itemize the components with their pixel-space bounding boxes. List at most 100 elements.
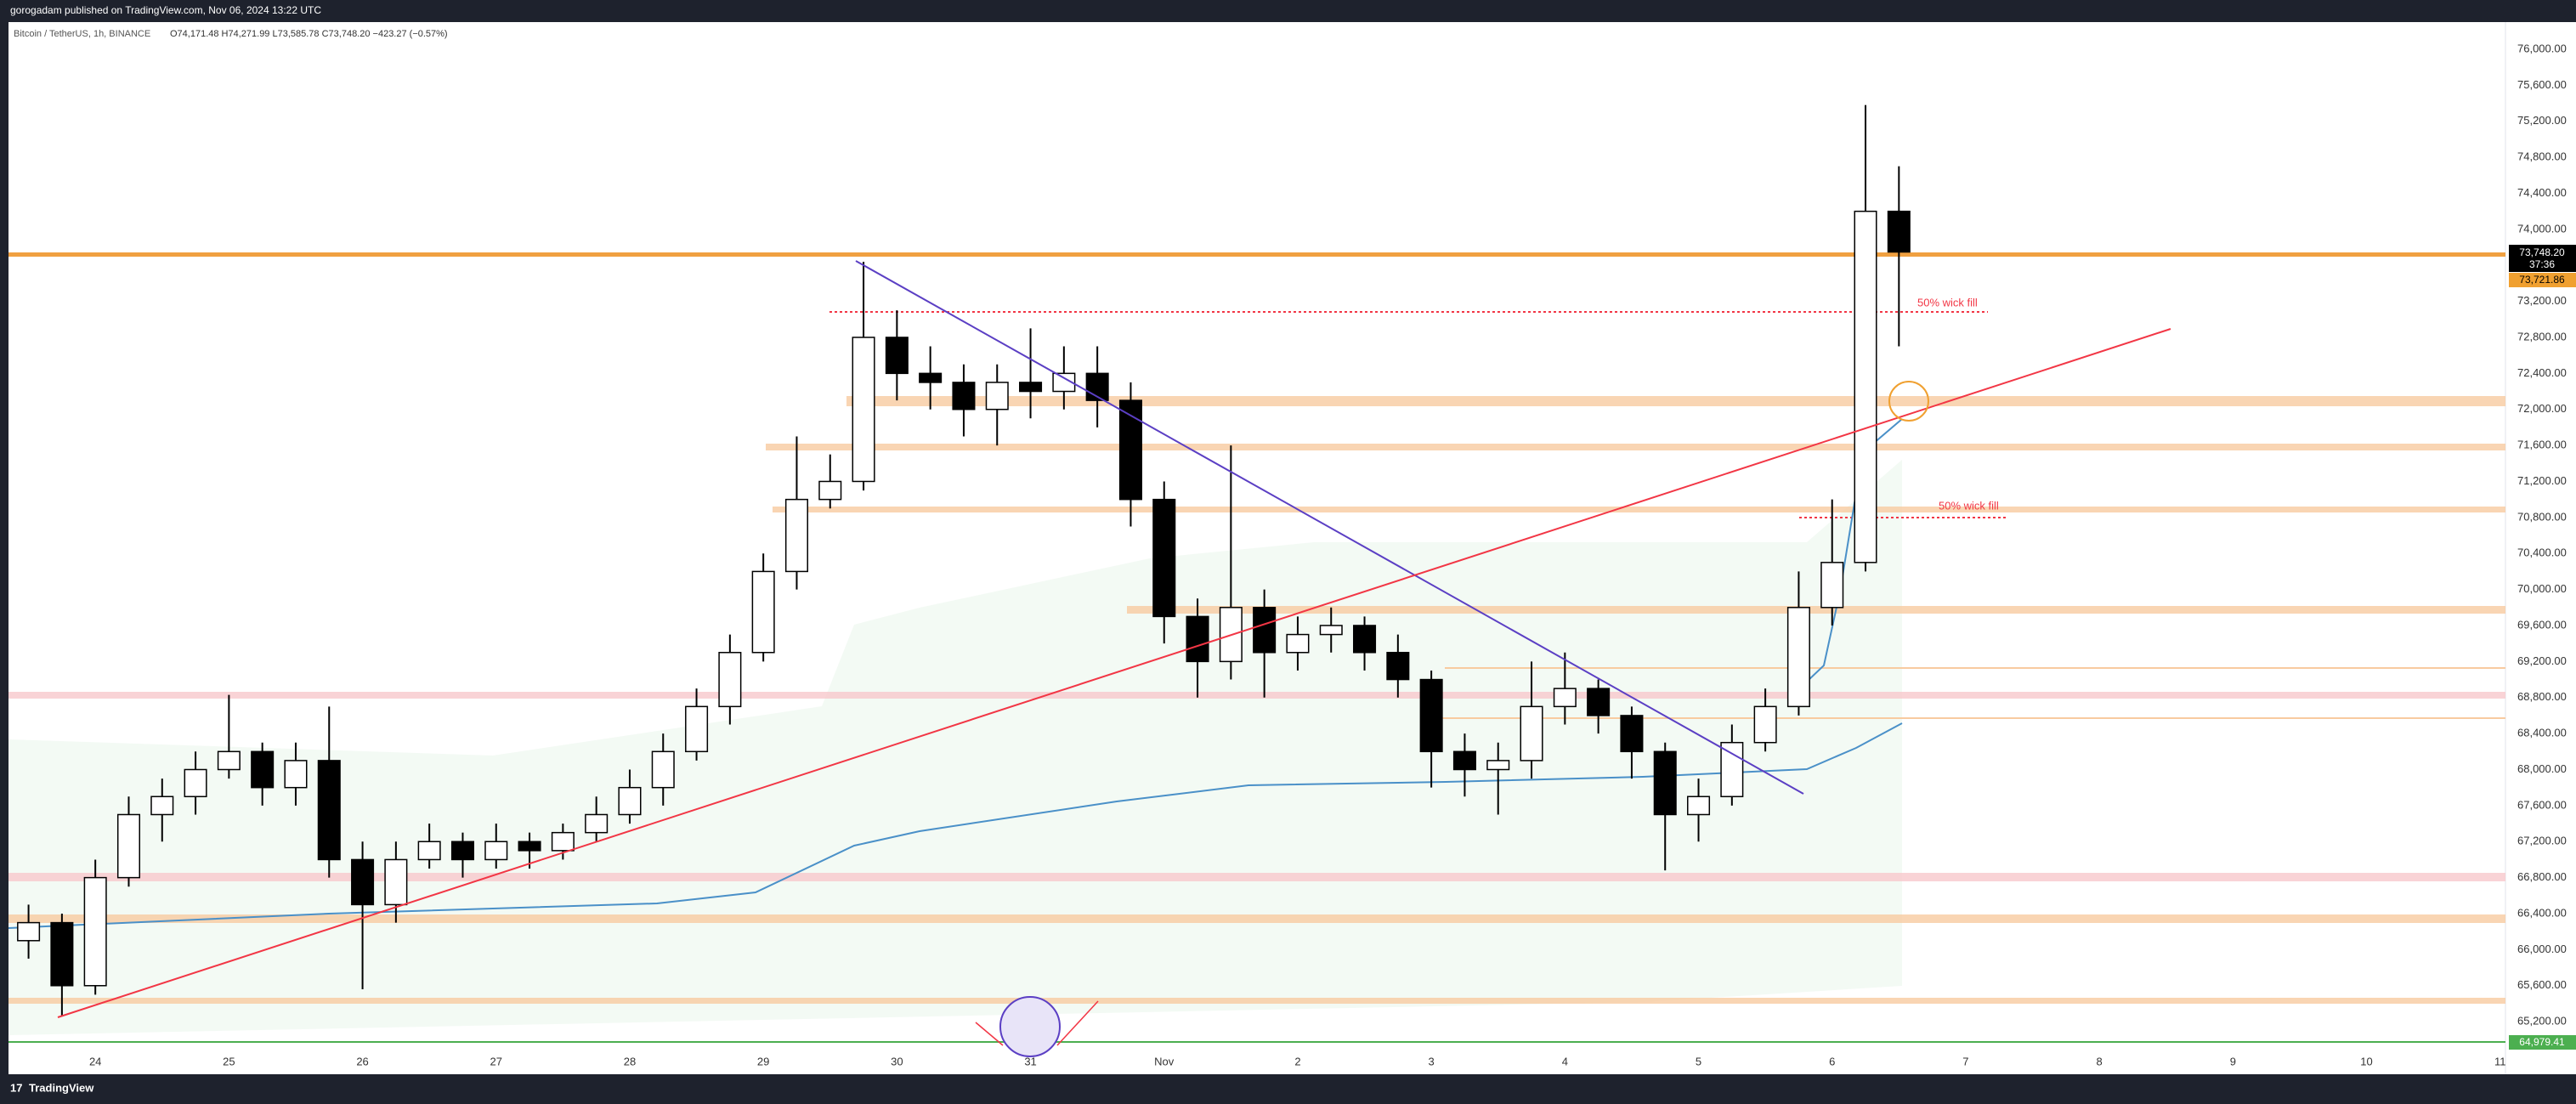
candle-body xyxy=(1753,705,1777,744)
candle-body xyxy=(1486,760,1510,771)
zone xyxy=(846,396,2505,406)
x-tick-label: 26 xyxy=(356,1055,368,1067)
x-tick-label: 25 xyxy=(223,1055,235,1067)
candle-body xyxy=(417,841,441,861)
symbol: Bitcoin / TetherUS, 1h, BINANCE xyxy=(14,29,150,39)
publisher: gorogadam published on TradingView.com, … xyxy=(10,4,321,16)
candles xyxy=(17,105,1911,1016)
y-tick-label: 70,800.00 xyxy=(2517,510,2567,523)
candle-body xyxy=(284,760,308,789)
y-tick-label: 68,000.00 xyxy=(2517,762,2567,775)
zone xyxy=(773,507,2505,512)
candle-body xyxy=(1820,562,1844,609)
top-bar xyxy=(0,0,2576,22)
trend-line xyxy=(57,328,2171,1018)
x-tick-label: 31 xyxy=(1024,1055,1036,1067)
annotation: 50% wick fill xyxy=(1917,296,1978,309)
candle-body xyxy=(1720,741,1744,798)
y-tick-label: 72,400.00 xyxy=(2517,366,2567,379)
circle-marker xyxy=(999,996,1061,1057)
candle-body xyxy=(551,831,575,852)
logo-icon: 17 xyxy=(10,1081,22,1094)
y-tick-label: 76,000.00 xyxy=(2517,42,2567,54)
candle-body xyxy=(718,652,742,708)
candle-body xyxy=(1152,498,1176,618)
drawings: 50% wick fill 50% wick fill xyxy=(8,252,2505,1043)
x-tick-label: 30 xyxy=(891,1055,903,1067)
candle-body xyxy=(83,876,107,987)
y-tick-label: 72,000.00 xyxy=(2517,402,2567,415)
y-tick-label: 70,400.00 xyxy=(2517,546,2567,559)
y-tick-label: 75,200.00 xyxy=(2517,114,2567,127)
vwap-line xyxy=(1790,418,1903,698)
x-tick-label: 8 xyxy=(2097,1055,2103,1067)
level-price: 73,721.86 xyxy=(2519,274,2565,286)
x-tick-label: 29 xyxy=(757,1055,769,1067)
candle-body xyxy=(317,760,341,861)
candle-body xyxy=(1419,678,1443,753)
overlay xyxy=(57,260,2171,1057)
y-tick-label: 73,200.00 xyxy=(2517,294,2567,307)
moving-average xyxy=(8,722,1903,929)
candle-body xyxy=(919,372,943,383)
ohlc: O74,171.48 H74,271.99 L73,585.78 C73,748… xyxy=(170,29,448,39)
candle-body xyxy=(1587,688,1611,716)
candle-body xyxy=(651,750,675,789)
y-tick-label: 65,600.00 xyxy=(2517,978,2567,991)
candle-body xyxy=(251,750,275,789)
candle-body xyxy=(17,921,41,942)
y-tick-label: 66,800.00 xyxy=(2517,870,2567,883)
y-tick-label: 65,200.00 xyxy=(2517,1015,2567,1028)
last-price: 73,748.20 xyxy=(2519,246,2565,258)
shaded-area xyxy=(8,460,1902,1035)
candle-body xyxy=(217,750,241,771)
candle-body xyxy=(1019,382,1043,393)
x-tick-label: Nov xyxy=(1154,1055,1175,1067)
candle-body xyxy=(1386,652,1410,681)
zone xyxy=(8,692,2505,699)
candle-body xyxy=(1887,210,1911,253)
x-tick-label: 9 xyxy=(2230,1055,2236,1067)
candle-body xyxy=(1687,795,1711,816)
candle-body xyxy=(1786,607,1810,708)
candle-body xyxy=(1520,705,1543,761)
candle-body xyxy=(818,480,842,501)
x-tick-label: 27 xyxy=(490,1055,502,1067)
zone xyxy=(8,998,2505,1004)
candle-body xyxy=(484,841,508,861)
x-tick-label: 24 xyxy=(89,1055,101,1067)
trend-line xyxy=(855,260,1804,795)
x-tick-label: 11 xyxy=(2494,1055,2506,1067)
candle-body xyxy=(1452,750,1476,771)
candle-body xyxy=(351,858,375,906)
axes: 65,200.00 65,600.00 66,000.00 66,400.00 66,8… xyxy=(89,42,2567,1067)
zone xyxy=(8,252,2505,257)
y-tick-label: 72,800.00 xyxy=(2517,330,2567,343)
y-tick-label: 67,600.00 xyxy=(2517,798,2567,811)
candle-body xyxy=(618,786,642,816)
candle-body xyxy=(685,705,709,753)
x-tick-label: 28 xyxy=(624,1055,636,1067)
x-tick-label: 7 xyxy=(1962,1055,1968,1067)
candle-body xyxy=(1553,688,1577,708)
candle-body xyxy=(184,768,207,798)
candle-body xyxy=(384,858,408,906)
y-tick-label: 74,000.00 xyxy=(2517,222,2567,235)
y-tick-label: 68,800.00 xyxy=(2517,690,2567,703)
x-tick-label: 5 xyxy=(1696,1055,1701,1067)
bottom-bar xyxy=(0,1074,2576,1104)
y-tick-label: 69,200.00 xyxy=(2517,654,2567,667)
y-tick-label: 71,200.00 xyxy=(2517,474,2567,487)
candle-body xyxy=(1286,633,1310,654)
level-label-box xyxy=(2509,273,2576,287)
y-tick-label: 68,400.00 xyxy=(2517,727,2567,739)
zone xyxy=(8,914,2505,923)
candle-body xyxy=(1253,607,1277,654)
candle-body xyxy=(1854,210,1877,563)
y-tick-label: 66,000.00 xyxy=(2517,943,2567,955)
candle-body xyxy=(50,921,74,987)
candle-body xyxy=(751,570,775,654)
low-level-price: 64,979.41 xyxy=(2519,1036,2565,1048)
footer-logo: TradingView xyxy=(29,1081,94,1094)
